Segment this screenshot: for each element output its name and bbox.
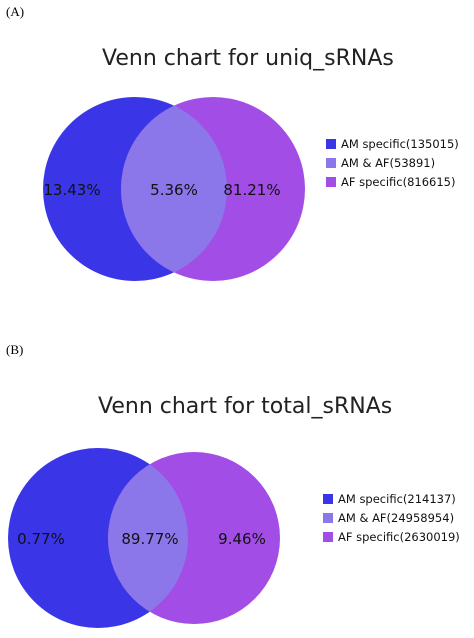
- panel-letter: (A): [6, 4, 25, 19]
- legend-label: AM specific(214137): [338, 491, 456, 506]
- legend: AM specific(214137) AM & AF(24958954) AF…: [323, 489, 460, 546]
- venn-panel-b: (B) Venn chart for total_sRNAs 0.77% 89.…: [0, 336, 474, 638]
- label-am-specific: 0.77%: [17, 530, 65, 548]
- legend-label: AF specific(816615): [341, 174, 456, 189]
- label-overlap: 89.77%: [121, 530, 178, 548]
- legend-swatch: [326, 176, 336, 187]
- label-af-specific: 81.21%: [223, 181, 280, 199]
- venn-overlap: [108, 452, 188, 624]
- legend-swatch: [326, 157, 336, 168]
- legend-item-am-specific: AM specific(135015): [326, 134, 459, 153]
- legend-label: AM specific(135015): [341, 136, 459, 151]
- legend-item-af-specific: AF specific(2630019): [323, 527, 460, 546]
- legend-swatch: [323, 493, 333, 504]
- panel-letter: (B): [6, 342, 24, 357]
- legend-swatch: [326, 138, 336, 149]
- legend-item-af-specific: AF specific(816615): [326, 172, 459, 191]
- legend: AM specific(135015) AM & AF(53891) AF sp…: [326, 134, 459, 191]
- venn-panel-a: (A) Venn chart for uniq_sRNAs 13.43% 5.3…: [6, 4, 459, 281]
- chart-title: Venn chart for uniq_sRNAs: [102, 46, 394, 71]
- legend-swatch: [323, 531, 333, 542]
- chart-title: Venn chart for total_sRNAs: [98, 394, 393, 419]
- label-af-specific: 9.46%: [218, 530, 266, 548]
- legend-label: AM & AF(53891): [341, 155, 436, 170]
- venn-diagram: 13.43% 5.36% 81.21%: [43, 97, 305, 281]
- venn-diagram: 0.77% 89.77% 9.46%: [8, 448, 280, 628]
- legend-label: AF specific(2630019): [338, 529, 460, 544]
- legend-item-overlap: AM & AF(53891): [326, 153, 459, 172]
- label-overlap: 5.36%: [150, 181, 198, 199]
- label-am-specific: 13.43%: [43, 181, 100, 199]
- legend-item-overlap: AM & AF(24958954): [323, 508, 460, 527]
- venn-overlap: [121, 97, 227, 281]
- legend-item-am-specific: AM specific(214137): [323, 489, 460, 508]
- legend-label: AM & AF(24958954): [338, 510, 455, 525]
- legend-swatch: [323, 512, 333, 523]
